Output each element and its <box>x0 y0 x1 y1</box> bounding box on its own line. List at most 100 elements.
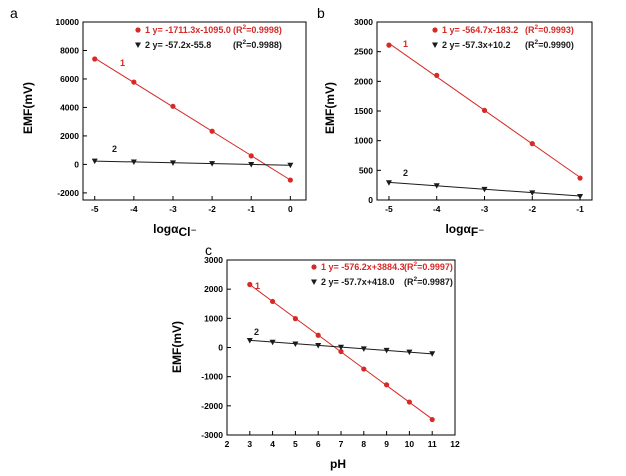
y-tick-label: 2000 <box>354 76 373 86</box>
panel-letter-b: b <box>317 5 325 21</box>
data-point-series-2 <box>292 341 299 347</box>
data-point-series-1 <box>315 332 321 338</box>
legend-r2-prefix: (R <box>525 40 535 50</box>
data-point-series-2 <box>429 351 436 357</box>
data-point-series-1 <box>131 79 137 85</box>
legend-marker-series-2 <box>135 42 141 48</box>
data-point-series-1 <box>361 366 367 372</box>
data-point-series-1 <box>386 42 392 48</box>
legend-r2-superscript: 2 <box>414 276 418 283</box>
panel-letter-a: a <box>10 5 18 21</box>
legend-equation-series-1: 1 y= -1711.3x-1095.0 <box>145 25 231 35</box>
legend-equation-series-2: 2 y= -57.2x-55.8 <box>145 40 211 50</box>
legend-r2-superscript: 2 <box>414 261 418 268</box>
x-tick-label: -4 <box>130 204 138 214</box>
y-tick-label: 0 <box>368 195 373 205</box>
legend-r2-value: =0.9998) <box>246 25 282 35</box>
legend-r2-value: =0.9988) <box>246 40 282 50</box>
x-axis-title: logαF⁻ <box>445 222 484 239</box>
data-point-series-1 <box>248 153 254 159</box>
legend-r2-series-1: (R2=0.9997) <box>404 261 453 272</box>
legend-r2-value: =0.9990) <box>538 40 574 50</box>
data-point-series-2 <box>383 347 390 354</box>
data-point-series-1 <box>209 128 215 134</box>
legend-equation-series-2: 2 y= -57.3x+10.2 <box>442 40 511 50</box>
data-point-series-1 <box>92 56 98 62</box>
x-tick-label: -1 <box>247 204 255 214</box>
y-tick-label: 0 <box>218 343 223 353</box>
panel-letter-c: c <box>205 242 212 258</box>
y-tick-label: 500 <box>359 165 373 175</box>
x-tick-label: -2 <box>528 204 536 214</box>
data-point-series-2 <box>433 183 440 189</box>
data-point-series-1 <box>287 177 293 183</box>
series-label-1: 1 <box>403 39 408 49</box>
data-point-series-2 <box>406 349 413 356</box>
data-point-series-2 <box>209 161 216 167</box>
x-tick-label: 9 <box>384 439 389 449</box>
data-point-series-2 <box>338 344 344 351</box>
x-tick-label: -3 <box>481 204 489 214</box>
x-tick-label: 12 <box>450 439 460 449</box>
legend-marker-series-1 <box>311 264 317 270</box>
y-tick-label: -2000 <box>57 188 79 198</box>
legend-r2-value: =0.9993) <box>538 25 574 35</box>
series-label-2: 2 <box>254 327 259 337</box>
data-point-series-1 <box>270 298 276 305</box>
legend-r2-series-2: (R2=0.9987) <box>404 276 453 287</box>
y-tick-label: -3000 <box>201 430 223 440</box>
x-tick-label: 2 <box>225 439 230 449</box>
y-tick-label: 6000 <box>60 74 79 84</box>
x-tick-label: 3 <box>247 439 252 449</box>
data-point-series-2 <box>269 339 276 346</box>
data-point-series-2 <box>169 160 176 166</box>
x-tick-label: 8 <box>361 439 366 449</box>
x-tick-label: 10 <box>405 439 415 449</box>
y-tick-label: 10000 <box>55 17 79 27</box>
x-tick-label: -1 <box>576 204 584 214</box>
y-tick-label: 4000 <box>60 102 79 112</box>
plot-frame <box>82 21 307 201</box>
y-axis-title: EMF(mV) <box>170 321 184 373</box>
y-tick-label: 1500 <box>354 106 373 116</box>
x-tick-label: -2 <box>208 204 216 214</box>
legend-r2-superscript: 2 <box>535 24 539 31</box>
x-tick-label: 0 <box>288 204 293 214</box>
data-point-series-2 <box>287 162 294 169</box>
legend-r2-series-2: (R2=0.9988) <box>233 39 282 50</box>
x-axis-title-sub: Cl⁻ <box>179 225 197 239</box>
x-tick-label: 4 <box>270 439 275 449</box>
legend-r2-value: =0.9997) <box>417 262 453 272</box>
data-point-series-1 <box>338 348 344 355</box>
data-point-series-1 <box>529 141 535 147</box>
data-point-series-1 <box>481 107 488 114</box>
data-point-series-1 <box>292 316 298 322</box>
fit-line-series-1 <box>94 57 291 181</box>
data-point-series-1 <box>170 103 176 109</box>
legend-r2-prefix: (R <box>404 277 414 287</box>
panel-a: a -2000 0 2000 4000 6000 8000 10000 -5 -4 -3 -2 -1 0 E… <box>10 5 307 239</box>
y-tick-label: 1000 <box>354 136 373 146</box>
fit-line-series-2 <box>94 160 291 166</box>
x-tick-label: 5 <box>293 439 298 449</box>
legend-r2-series-1: (R2=0.9993) <box>525 24 574 35</box>
x-tick-label: 11 <box>428 439 437 449</box>
y-tick-label: -1000 <box>201 372 223 382</box>
data-point-series-2 <box>529 190 536 196</box>
y-tick-label: 3000 <box>354 17 373 27</box>
series-label-2: 2 <box>112 144 117 154</box>
legend-r2-superscript: 2 <box>243 39 247 46</box>
legend-r2-value: =0.9987) <box>417 277 453 287</box>
legend-equation-series-1: 1 y= -564.7x-183.2 <box>442 25 518 35</box>
legend-marker-series-2 <box>432 42 438 48</box>
legend-r2-superscript: 2 <box>535 39 539 46</box>
data-point-series-2 <box>360 346 367 352</box>
data-point-series-2 <box>385 180 392 186</box>
legend-equation-series-2: 2 y= -57.7x+418.0 <box>321 277 395 287</box>
data-point-series-1 <box>577 175 583 181</box>
y-tick-label: 1000 <box>204 313 223 323</box>
legend-r2-prefix: (R <box>404 262 414 272</box>
y-tick-label: -2000 <box>201 401 223 411</box>
x-tick-label: -4 <box>433 204 441 214</box>
